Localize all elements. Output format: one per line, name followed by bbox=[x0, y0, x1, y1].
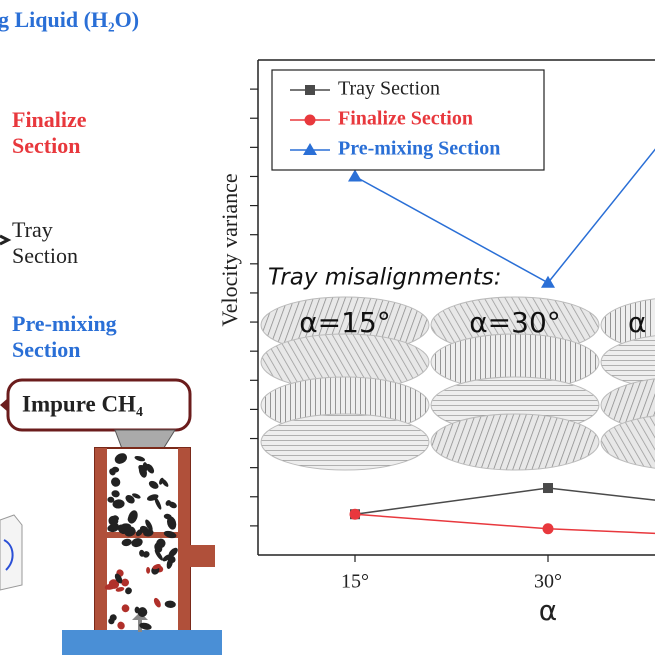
section-label: Section bbox=[12, 337, 80, 362]
inset-label: α=15° bbox=[299, 306, 391, 339]
particle bbox=[134, 606, 140, 614]
particle bbox=[111, 477, 121, 487]
particle bbox=[137, 607, 148, 617]
particle bbox=[163, 513, 172, 520]
inset-label: α bbox=[628, 306, 646, 339]
particle bbox=[107, 496, 115, 503]
section-label: Tray bbox=[12, 217, 53, 242]
particle bbox=[114, 573, 123, 584]
series-line bbox=[354, 513, 655, 535]
plot-area bbox=[348, 148, 655, 535]
tray-disk bbox=[600, 335, 655, 389]
particle bbox=[112, 515, 119, 521]
cube bbox=[0, 514, 23, 591]
series-line bbox=[354, 487, 655, 515]
marker bbox=[349, 508, 361, 520]
marker bbox=[541, 275, 555, 288]
inset-title: Tray misalignments: bbox=[268, 265, 501, 291]
marker bbox=[303, 143, 317, 155]
section-label: Section bbox=[12, 243, 78, 268]
particle bbox=[121, 538, 132, 547]
legend-label: Tray Section bbox=[338, 78, 440, 100]
legend-label: Finalize Section bbox=[338, 108, 473, 130]
marker bbox=[348, 169, 362, 182]
particle bbox=[111, 490, 120, 498]
reactor bbox=[62, 429, 222, 655]
particle bbox=[145, 463, 155, 474]
particle bbox=[146, 494, 159, 501]
tray-disk bbox=[600, 415, 655, 469]
x-tick-label: 30° bbox=[534, 571, 562, 593]
tray-disk bbox=[430, 413, 600, 471]
particle bbox=[125, 587, 132, 595]
marker bbox=[304, 114, 316, 126]
particle bbox=[108, 579, 120, 589]
arrow bbox=[0, 398, 8, 412]
particle bbox=[108, 617, 115, 625]
particle bbox=[142, 462, 148, 472]
particle bbox=[121, 604, 130, 613]
particle bbox=[125, 494, 135, 504]
particle bbox=[148, 480, 159, 489]
particle bbox=[139, 525, 149, 534]
particle bbox=[128, 510, 138, 524]
arrow bbox=[0, 234, 12, 246]
particle bbox=[154, 549, 163, 561]
top-label: g Liquid (H₂O) bbox=[0, 7, 139, 32]
marker bbox=[543, 483, 553, 494]
particle bbox=[142, 551, 150, 558]
x-tick-label: 15° bbox=[341, 571, 369, 593]
particle bbox=[134, 455, 146, 462]
section-label: Section bbox=[12, 133, 80, 158]
particle bbox=[139, 622, 152, 630]
particle bbox=[132, 493, 141, 499]
particle bbox=[121, 578, 129, 587]
particle bbox=[154, 497, 162, 510]
particle bbox=[117, 621, 125, 630]
inset-label: α=30° bbox=[469, 306, 561, 339]
particle bbox=[162, 554, 171, 562]
particle bbox=[124, 526, 136, 537]
section-label: Finalize bbox=[12, 107, 87, 132]
section-label: Pre-mixing bbox=[12, 311, 117, 336]
particle bbox=[167, 555, 176, 564]
particle bbox=[152, 564, 161, 570]
particle bbox=[145, 519, 153, 531]
particle bbox=[159, 477, 164, 485]
marker bbox=[542, 523, 554, 535]
particle bbox=[168, 501, 177, 509]
particle bbox=[146, 566, 151, 574]
inset: α=15° α=30° α bbox=[260, 296, 655, 471]
legend: Tray Section Finalize Section Pre-mixing S… bbox=[271, 69, 545, 171]
particle bbox=[163, 530, 177, 539]
x-axis-label: α bbox=[539, 594, 557, 627]
particle bbox=[153, 597, 161, 608]
particle bbox=[115, 586, 125, 592]
particle bbox=[166, 516, 177, 530]
particle bbox=[164, 600, 176, 608]
tray-disk bbox=[260, 413, 430, 471]
particle bbox=[112, 499, 125, 509]
legend-label: Pre-mixing Section bbox=[338, 138, 500, 160]
particle bbox=[131, 538, 143, 548]
particle bbox=[111, 466, 120, 473]
particle bbox=[168, 547, 178, 557]
y-axis-label: Velocity variance bbox=[217, 173, 242, 326]
particle bbox=[114, 453, 127, 464]
marker bbox=[305, 85, 315, 95]
feed-label: Impure CH₄ bbox=[22, 391, 143, 416]
